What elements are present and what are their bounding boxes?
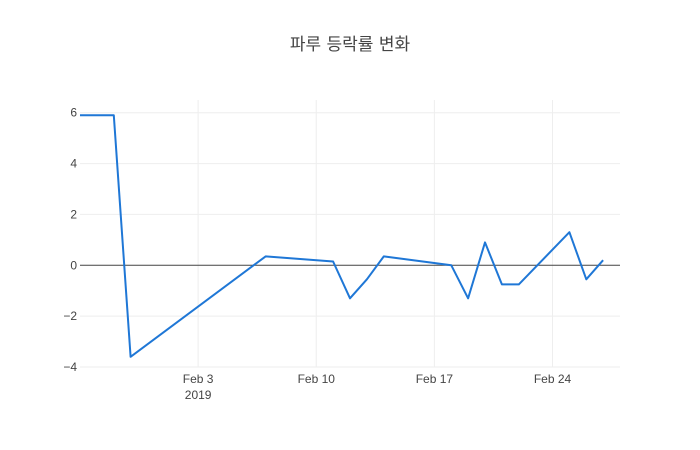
y-tick-label: −2	[63, 309, 77, 323]
x-tick-label: Feb 3	[183, 372, 214, 386]
x-tick-label: Feb 24	[534, 372, 572, 386]
x-tick-label: Feb 10	[298, 372, 336, 386]
series-line	[80, 114, 604, 358]
y-tick-label: 4	[70, 157, 77, 171]
y-tick-label: 2	[70, 207, 77, 221]
chart-title: 파루 등락률 변화	[290, 35, 411, 55]
x-tick-year-label: 2019	[185, 388, 212, 402]
grid-layer	[80, 100, 620, 368]
y-tick-label: −4	[63, 360, 77, 374]
axis-layer: 6 4 2 0 −2 −4 Feb 3 2019 Feb 10 Feb 17 Feb 24	[63, 106, 620, 402]
y-tick-label: 6	[70, 106, 77, 120]
y-tick-label: 0	[70, 258, 77, 272]
x-tick-label: Feb 17	[416, 372, 454, 386]
series-layer	[80, 114, 604, 358]
